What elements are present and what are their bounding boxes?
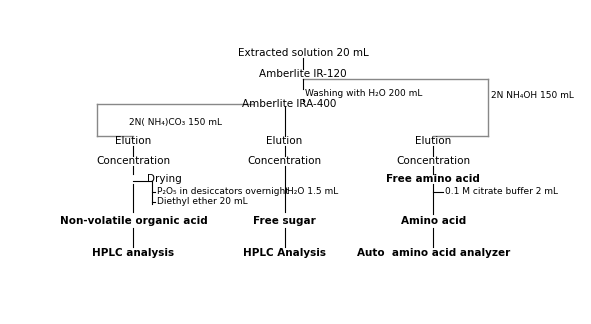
- Text: Amberlite IR-120: Amberlite IR-120: [259, 69, 347, 79]
- Text: HPLC Analysis: HPLC Analysis: [243, 249, 326, 259]
- Text: Free sugar: Free sugar: [253, 216, 316, 226]
- Text: Extracted solution 20 mL: Extracted solution 20 mL: [238, 48, 368, 58]
- Text: Elution: Elution: [115, 136, 151, 146]
- Text: Auto  amino acid analyzer: Auto amino acid analyzer: [357, 249, 510, 259]
- Text: Drying: Drying: [147, 174, 182, 184]
- Text: Amberlite IRA-400: Amberlite IRA-400: [242, 99, 336, 109]
- Text: Amino acid: Amino acid: [401, 216, 466, 226]
- Text: 2N( NH₄)CO₃ 150 mL: 2N( NH₄)CO₃ 150 mL: [129, 118, 222, 127]
- Text: Elution: Elution: [267, 136, 303, 146]
- Text: 2N NH₄OH 150 mL: 2N NH₄OH 150 mL: [491, 90, 573, 99]
- Text: Washing with H₂O 200 mL: Washing with H₂O 200 mL: [305, 89, 423, 98]
- Text: HPLC analysis: HPLC analysis: [92, 249, 174, 259]
- Text: 0.1 M citrate buffer 2 mL: 0.1 M citrate buffer 2 mL: [445, 187, 558, 196]
- Text: H₂O 1.5 mL: H₂O 1.5 mL: [287, 187, 338, 196]
- Text: Concentration: Concentration: [96, 156, 170, 166]
- Text: Diethyl ether 20 mL: Diethyl ether 20 mL: [157, 197, 248, 206]
- Text: Concentration: Concentration: [397, 156, 470, 166]
- Text: Elution: Elution: [415, 136, 452, 146]
- Text: P₂O₅ in desiccators overnight: P₂O₅ in desiccators overnight: [157, 187, 289, 196]
- Text: Non-volatile organic acid: Non-volatile organic acid: [60, 216, 207, 226]
- Text: Concentration: Concentration: [248, 156, 322, 166]
- Text: Free amino acid: Free amino acid: [387, 174, 480, 184]
